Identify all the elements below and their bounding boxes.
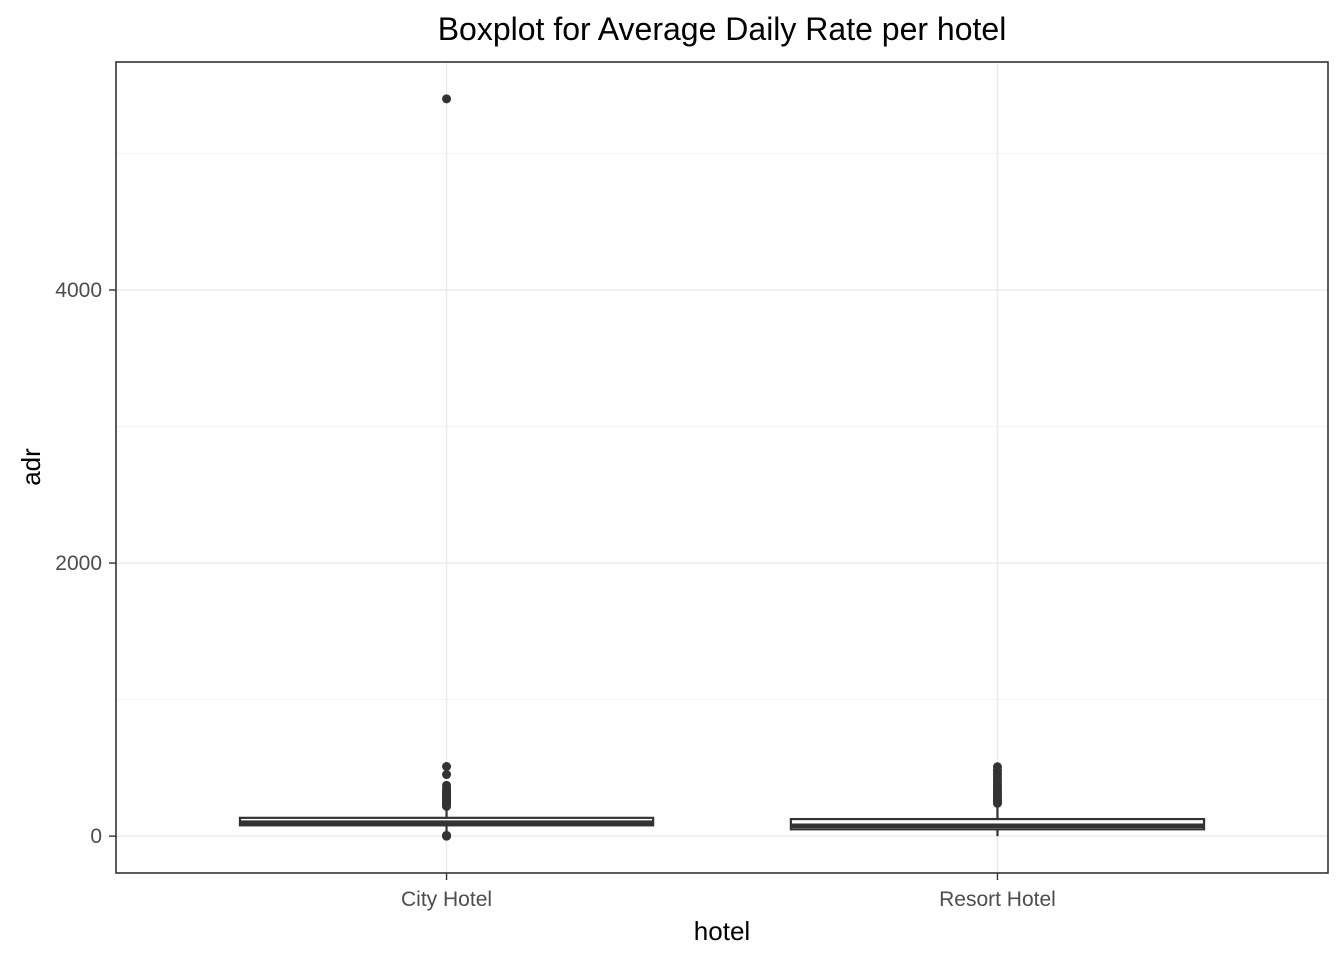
- y-tick-label: 4000: [55, 279, 102, 302]
- y-tick-label: 2000: [55, 552, 102, 575]
- y-tick-label: 0: [90, 825, 102, 848]
- x-tick-label: Resort Hotel: [939, 888, 1056, 911]
- x-tick-label: City Hotel: [401, 888, 492, 911]
- chart-title: Boxplot for Average Daily Rate per hotel: [438, 11, 1007, 47]
- outlier-point: [442, 830, 452, 840]
- box-city-hotel: [238, 94, 655, 841]
- outlier-point: [992, 762, 1002, 772]
- outlier-point: [442, 780, 452, 790]
- boxes: [238, 94, 1206, 841]
- outlier-point: [442, 762, 452, 772]
- outlier-point: [442, 94, 452, 104]
- outlier-point: [442, 770, 452, 780]
- axes: 0 2000 4000 City Hotel Resort Hotel: [55, 279, 1056, 911]
- plot-panel-border: [115, 61, 1329, 874]
- grid-lines: [116, 62, 1328, 873]
- y-axis-title: adr: [16, 448, 46, 486]
- x-axis-title: hotel: [694, 916, 750, 946]
- box-resort-hotel: [789, 762, 1206, 837]
